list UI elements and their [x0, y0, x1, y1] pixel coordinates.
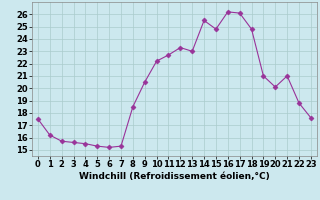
X-axis label: Windchill (Refroidissement éolien,°C): Windchill (Refroidissement éolien,°C): [79, 172, 270, 181]
